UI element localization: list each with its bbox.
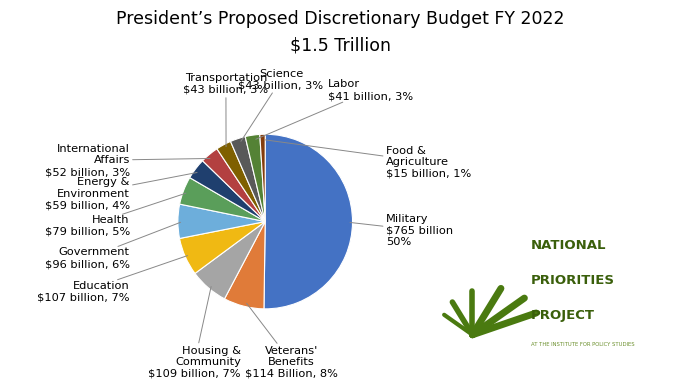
Text: Government
$96 billion, 6%: Government $96 billion, 6% bbox=[45, 222, 180, 269]
Text: PRIORITIES: PRIORITIES bbox=[531, 274, 615, 287]
Text: Transportation
$43 billion, 3%: Transportation $43 billion, 3% bbox=[184, 73, 269, 147]
Wedge shape bbox=[224, 222, 265, 309]
Text: Health
$79 billion, 5%: Health $79 billion, 5% bbox=[45, 193, 186, 237]
Text: Science
$43 billion, 3%: Science $43 billion, 3% bbox=[239, 69, 324, 141]
Text: Education
$107 billion, 7%: Education $107 billion, 7% bbox=[37, 256, 188, 302]
Wedge shape bbox=[231, 137, 265, 222]
Wedge shape bbox=[180, 178, 265, 222]
Wedge shape bbox=[217, 141, 265, 222]
Text: AT THE INSTITUTE FOR POLICY STUDIES: AT THE INSTITUTE FOR POLICY STUDIES bbox=[531, 342, 635, 347]
Text: Housing &
Community
$109 billion, 7%: Housing & Community $109 billion, 7% bbox=[148, 286, 241, 379]
Wedge shape bbox=[178, 204, 265, 238]
Wedge shape bbox=[180, 222, 265, 274]
Wedge shape bbox=[245, 134, 265, 222]
Text: NATIONAL: NATIONAL bbox=[531, 239, 607, 252]
Wedge shape bbox=[264, 134, 352, 309]
Text: Military
$765 billion
50%: Military $765 billion 50% bbox=[350, 214, 453, 247]
Wedge shape bbox=[260, 134, 265, 222]
Wedge shape bbox=[203, 149, 265, 222]
Text: Energy &
Environment
$59 billion, 4%: Energy & Environment $59 billion, 4% bbox=[45, 173, 197, 210]
Text: Food &
Agriculture
$15 billion, 1%: Food & Agriculture $15 billion, 1% bbox=[265, 140, 471, 179]
Wedge shape bbox=[195, 222, 265, 299]
Text: PROJECT: PROJECT bbox=[531, 309, 595, 322]
Text: Veterans'
Benefits
$114 Billion, 8%: Veterans' Benefits $114 Billion, 8% bbox=[245, 303, 338, 379]
Text: $1.5 Trillion: $1.5 Trillion bbox=[290, 36, 390, 54]
Text: Labor
$41 billion, 3%: Labor $41 billion, 3% bbox=[256, 79, 413, 139]
Text: President’s Proposed Discretionary Budget FY 2022: President’s Proposed Discretionary Budge… bbox=[116, 10, 564, 28]
Wedge shape bbox=[190, 161, 265, 222]
Text: International
Affairs
$52 billion, 3%: International Affairs $52 billion, 3% bbox=[45, 144, 210, 177]
